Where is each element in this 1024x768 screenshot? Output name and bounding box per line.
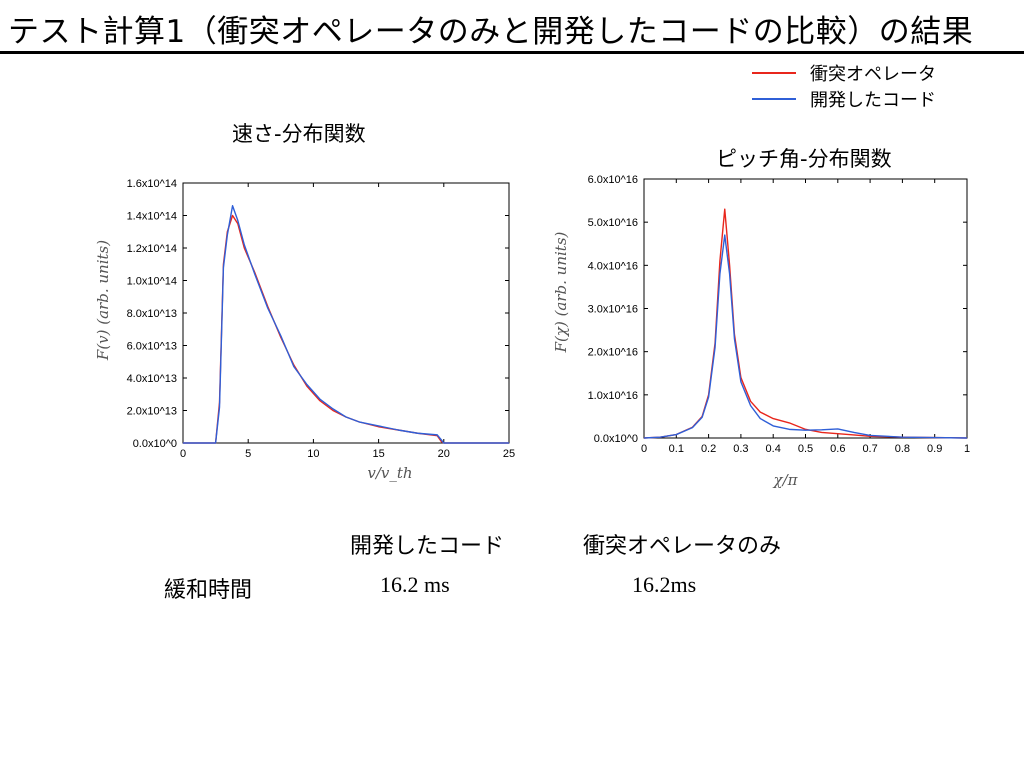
pitch-x-tick-label: 0.7 — [862, 443, 877, 455]
legend: 衝突オペレータ 開発したコード — [752, 60, 936, 112]
pitch-x-tick-label: 0.6 — [830, 443, 845, 455]
speed-x-tick-label: 20 — [438, 448, 450, 460]
table-row-label-relaxation-time: 緩和時間 — [164, 578, 253, 603]
pitch-x-tick-label: 0.2 — [701, 443, 716, 455]
pitch-y-tick-label: 6.0x10^16 — [588, 174, 638, 186]
slide-title: テスト計算1（衝突オペレータのみと開発したコードの比較）の結果 — [8, 14, 974, 50]
speed-y-tick-label: 1.0x10^14 — [127, 276, 177, 288]
speed-y-tick-label: 1.2x10^14 — [127, 243, 177, 255]
speed-y-tick-label: 1.4x10^14 — [127, 211, 177, 223]
pitch-x-tick-label: 0.8 — [895, 443, 910, 455]
legend-line-red — [752, 72, 796, 74]
pitch-x-tick-label: 0 — [641, 443, 647, 455]
legend-item-collision-operator: 衝突オペレータ — [752, 60, 936, 86]
speed-x-tick-label: 5 — [245, 448, 251, 460]
pitch-y-tick-label: 2.0x10^16 — [588, 347, 638, 359]
pitch-y-tick-label: 0.0x10^0 — [594, 433, 638, 445]
speed-y-tick-label: 2.0x10^13 — [127, 406, 177, 418]
pitch-x-tick-label: 0.9 — [927, 443, 942, 455]
speed-x-tick-label: 0 — [180, 448, 186, 460]
speed-y-tick-label: 6.0x10^13 — [127, 341, 177, 353]
table-value-collision-operator: 16.2ms — [632, 572, 697, 597]
pitch-y-axis-label: F(χ) (arb. units) — [552, 231, 570, 353]
speed-y-tick-label: 4.0x10^13 — [127, 373, 177, 385]
speed-x-axis-label: v/v_th — [367, 464, 412, 482]
speed-x-tick-label: 25 — [503, 448, 515, 460]
pitch-y-tick-label: 1.0x10^16 — [588, 390, 638, 402]
table-value-developed-code: 16.2 ms — [380, 572, 450, 597]
chart-title-pitch-angle: ピッチ角-分布関数 — [716, 147, 892, 171]
charts-canvas: 0 5 10 15 20 250.0x10^02.0x10^134.0x10^136.0x… — [94, 174, 970, 489]
speed-series-line-0 — [183, 214, 509, 444]
speed-y-tick-label: 1.6x10^14 — [127, 178, 177, 190]
legend-label: 衝突オペレータ — [810, 64, 936, 85]
legend-line-blue — [752, 98, 796, 100]
pitch-y-tick-label: 4.0x10^16 — [588, 260, 638, 272]
legend-item-developed-code: 開発したコード — [752, 86, 936, 112]
pitch-y-tick-label: 5.0x10^16 — [588, 217, 638, 229]
table-header-developed-code: 開発したコード — [350, 534, 505, 559]
chart-title-speed: 速さ-分布関数 — [232, 122, 366, 146]
pitch-series-line-1 — [643, 234, 968, 439]
speed-plot-frame — [182, 182, 510, 444]
title-divider — [0, 51, 1024, 54]
pitch-x-tick-label: 0.3 — [733, 443, 748, 455]
pitch-series-line-0 — [643, 208, 968, 439]
speed-y-tick-label: 0.0x10^0 — [133, 438, 177, 450]
pitch-x-tick-label: 0.1 — [669, 443, 684, 455]
speed-y-axis-label: F(v) (arb. units) — [94, 240, 112, 361]
pitch-plot-frame — [643, 178, 968, 439]
pitch-y-tick-label: 3.0x10^16 — [588, 304, 638, 316]
speed-x-tick-label: 15 — [372, 448, 384, 460]
table-header-collision-operator: 衝突オペレータのみ — [583, 534, 782, 559]
speed-series-line-1 — [183, 205, 509, 444]
pitch-x-axis-label: χ/π — [772, 471, 798, 489]
legend-label: 開発したコード — [810, 90, 936, 111]
speed-x-tick-label: 10 — [307, 448, 319, 460]
pitch-x-tick-label: 1 — [964, 443, 970, 455]
pitch-x-tick-label: 0.4 — [766, 443, 781, 455]
pitch-x-tick-label: 0.5 — [798, 443, 813, 455]
speed-y-tick-label: 8.0x10^13 — [127, 308, 177, 320]
